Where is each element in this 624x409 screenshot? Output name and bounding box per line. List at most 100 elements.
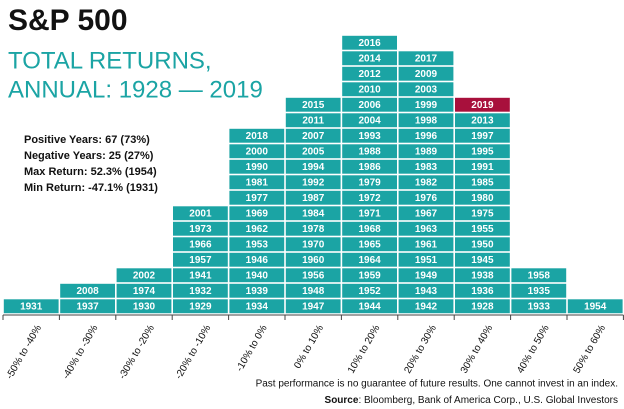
year-box <box>285 175 341 190</box>
year-box <box>455 268 510 283</box>
year-box <box>455 113 510 128</box>
year-box <box>398 206 454 221</box>
year-label: 1944 <box>358 301 381 312</box>
year-box <box>455 283 510 298</box>
year-box <box>285 190 341 205</box>
year-box <box>285 206 341 221</box>
year-box <box>342 113 397 128</box>
year-label: 2014 <box>358 53 381 64</box>
year-label: 1977 <box>246 193 269 204</box>
year-label: 1993 <box>358 131 381 142</box>
x-tick-label: 10% to 20% <box>346 323 383 375</box>
year-label: 1968 <box>358 224 381 235</box>
year-label: 1962 <box>246 224 269 235</box>
year-box <box>285 268 341 283</box>
year-box <box>229 237 285 252</box>
year-box <box>567 299 623 314</box>
year-label: 2002 <box>133 270 156 281</box>
year-label: 2013 <box>471 115 494 126</box>
year-box <box>173 299 228 314</box>
year-box <box>285 299 341 314</box>
year-label: 1928 <box>471 301 494 312</box>
year-label: 1949 <box>415 270 438 281</box>
year-box <box>229 252 285 267</box>
year-label: 1945 <box>471 255 494 266</box>
year-box <box>455 190 510 205</box>
year-box <box>173 252 228 267</box>
year-box <box>173 283 228 298</box>
year-box <box>229 283 285 298</box>
year-label: 1985 <box>471 177 494 188</box>
year-box <box>342 283 397 298</box>
year-box <box>229 299 285 314</box>
stat-annotation: Max Return: 52.3% (1954) <box>24 166 157 178</box>
year-box <box>229 159 285 174</box>
year-box <box>173 221 228 236</box>
year-box <box>455 159 510 174</box>
x-tick-label: 20% to 30% <box>402 323 439 375</box>
year-box <box>229 128 285 143</box>
year-label: 2015 <box>302 100 325 111</box>
year-box <box>398 113 454 128</box>
year-box <box>229 144 285 159</box>
year-label: 1997 <box>471 131 494 142</box>
year-label: 1946 <box>246 255 269 266</box>
year-label: 1931 <box>20 301 43 312</box>
year-label: 1995 <box>471 146 494 157</box>
source: Source: Bloomberg, Bank of America Corp.… <box>325 395 618 406</box>
year-label: 1940 <box>246 270 269 281</box>
year-box <box>455 252 510 267</box>
year-label: 1981 <box>246 177 269 188</box>
year-label: 1941 <box>189 270 212 281</box>
year-box <box>60 283 115 298</box>
year-label: 1965 <box>358 239 381 250</box>
year-label: 2018 <box>246 131 269 142</box>
year-label: 1994 <box>302 162 325 173</box>
x-tick-label: -40% to -30% <box>61 323 101 381</box>
year-box <box>398 82 454 97</box>
year-label: 1933 <box>528 301 551 312</box>
year-box <box>398 159 454 174</box>
year-box <box>398 175 454 190</box>
year-label: 1936 <box>471 286 494 297</box>
year-label: 2007 <box>302 131 325 142</box>
year-label: 1932 <box>189 286 212 297</box>
year-label: 1930 <box>133 301 156 312</box>
year-box <box>285 128 341 143</box>
year-box <box>116 299 172 314</box>
year-label: 1964 <box>358 255 381 266</box>
year-label: 1975 <box>471 208 494 219</box>
year-box <box>342 252 397 267</box>
year-label: 1948 <box>302 286 325 297</box>
year-box <box>229 190 285 205</box>
year-label: 1955 <box>471 224 494 235</box>
year-box <box>60 299 115 314</box>
year-label: 1958 <box>528 270 551 281</box>
year-box <box>342 175 397 190</box>
chart-title: S&P 500 <box>8 4 128 37</box>
year-box <box>116 268 172 283</box>
year-label: 1929 <box>189 301 212 312</box>
year-label: 1974 <box>133 286 156 297</box>
year-box <box>455 175 510 190</box>
year-label: 1987 <box>302 193 325 204</box>
year-box <box>398 128 454 143</box>
year-label: 1959 <box>358 270 381 281</box>
year-label: 1991 <box>471 162 494 173</box>
source-label: Source <box>325 395 359 406</box>
year-box <box>342 97 397 112</box>
year-label: 1954 <box>584 301 607 312</box>
x-tick-label: -50% to -40% <box>4 323 44 381</box>
year-label: 1966 <box>189 239 212 250</box>
year-box <box>398 221 454 236</box>
year-box <box>398 252 454 267</box>
year-label: 2003 <box>415 84 438 95</box>
year-label: 2012 <box>358 69 381 80</box>
year-box <box>342 268 397 283</box>
year-label: 2016 <box>358 38 381 49</box>
year-label: 1990 <box>246 162 269 173</box>
year-box <box>398 237 454 252</box>
year-label: 1942 <box>415 301 438 312</box>
year-label: 2004 <box>358 115 381 126</box>
